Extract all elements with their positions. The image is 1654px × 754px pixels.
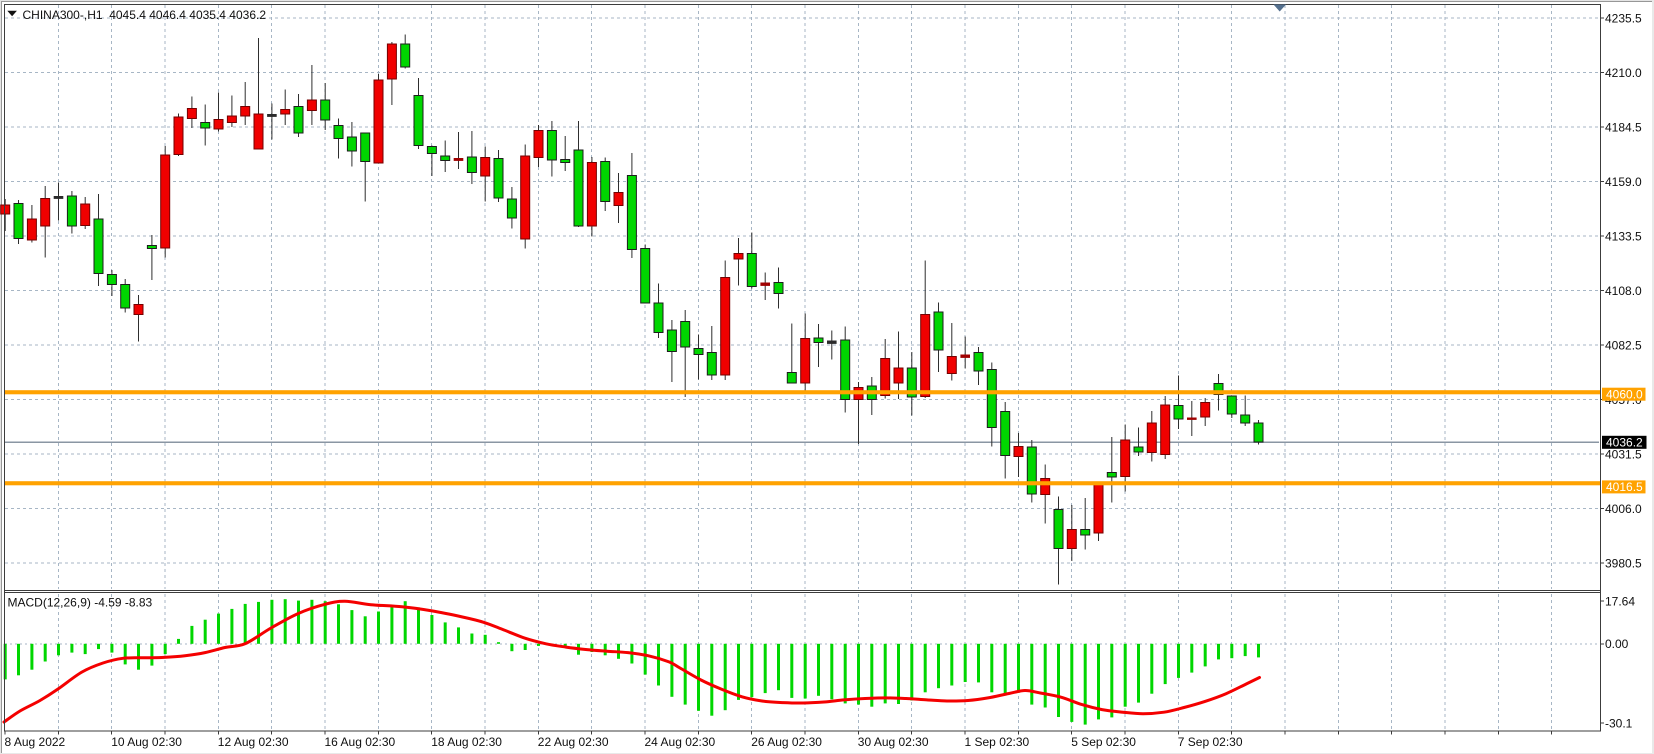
svg-text:8 Aug 2022: 8 Aug 2022 xyxy=(5,735,66,749)
svg-text:5 Sep 02:30: 5 Sep 02:30 xyxy=(1071,735,1136,749)
svg-text:4016.5: 4016.5 xyxy=(1606,480,1643,494)
svg-text:4235.5: 4235.5 xyxy=(1605,11,1642,25)
svg-text:4006.0: 4006.0 xyxy=(1605,502,1642,516)
svg-text:10 Aug 02:30: 10 Aug 02:30 xyxy=(111,735,182,749)
svg-text:4036.2: 4036.2 xyxy=(1606,436,1643,450)
svg-text:26 Aug 02:30: 26 Aug 02:30 xyxy=(751,735,822,749)
svg-text:18 Aug 02:30: 18 Aug 02:30 xyxy=(431,735,502,749)
svg-text:4031.5: 4031.5 xyxy=(1605,447,1642,461)
svg-text:4060.0: 4060.0 xyxy=(1606,388,1643,402)
svg-text:0.00: 0.00 xyxy=(1605,637,1629,651)
svg-text:7 Sep 02:30: 7 Sep 02:30 xyxy=(1178,735,1243,749)
svg-text:4184.5: 4184.5 xyxy=(1605,120,1642,134)
svg-text:4108.0: 4108.0 xyxy=(1605,284,1642,298)
svg-text:3980.5: 3980.5 xyxy=(1605,556,1642,570)
svg-text:12 Aug 02:30: 12 Aug 02:30 xyxy=(218,735,289,749)
svg-text:24 Aug 02:30: 24 Aug 02:30 xyxy=(645,735,716,749)
svg-text:MACD(12,26,9) -4.59 -8.83: MACD(12,26,9) -4.59 -8.83 xyxy=(8,596,153,610)
svg-text:22 Aug 02:30: 22 Aug 02:30 xyxy=(538,735,609,749)
svg-text:30 Aug 02:30: 30 Aug 02:30 xyxy=(858,735,929,749)
svg-text:4082.5: 4082.5 xyxy=(1605,338,1642,352)
svg-text:16 Aug 02:30: 16 Aug 02:30 xyxy=(325,735,396,749)
svg-text:CHINA300-,H1 4045.4 4046.4 40: CHINA300-,H1 4045.4 4046.4 4035.4 4036.2 xyxy=(23,8,267,22)
svg-text:-30.1: -30.1 xyxy=(1605,716,1633,730)
svg-text:4159.0: 4159.0 xyxy=(1605,175,1642,189)
svg-text:1 Sep 02:30: 1 Sep 02:30 xyxy=(965,735,1030,749)
svg-text:4210.0: 4210.0 xyxy=(1605,66,1642,80)
svg-text:17.64: 17.64 xyxy=(1605,594,1635,608)
svg-text:4133.5: 4133.5 xyxy=(1605,229,1642,243)
